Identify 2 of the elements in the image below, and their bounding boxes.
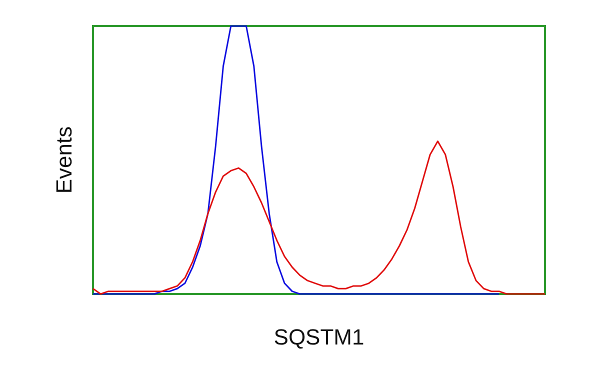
x-axis-title: SQSTM1 (274, 324, 364, 350)
y-axis-title: Events (52, 126, 76, 194)
